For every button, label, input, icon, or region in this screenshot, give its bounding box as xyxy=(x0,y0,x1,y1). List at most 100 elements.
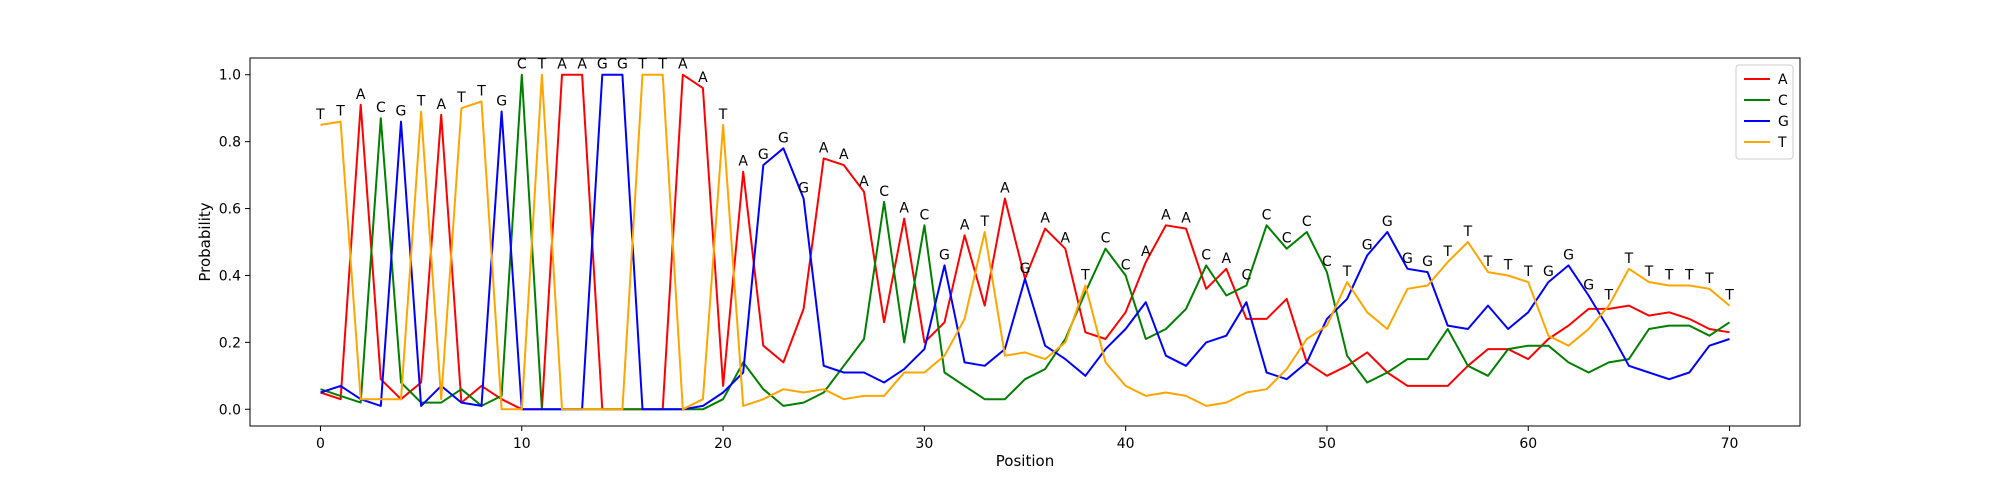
base-label: G xyxy=(396,104,407,120)
base-label: T xyxy=(537,57,547,73)
base-label: A xyxy=(839,147,849,163)
base-label: C xyxy=(879,184,889,200)
base-label: C xyxy=(1242,267,1252,283)
base-label: T xyxy=(1684,267,1694,283)
base-label: T xyxy=(1724,288,1734,304)
base-label: G xyxy=(798,181,809,197)
base-label: T xyxy=(979,214,989,230)
y-axis: 0.0 0.2 0.4 0.6 0.8 1.0 xyxy=(219,68,250,418)
base-label: T xyxy=(476,83,486,99)
y-tick-label: 0.4 xyxy=(219,268,241,284)
base-label: A xyxy=(738,154,748,170)
base-label: T xyxy=(637,57,647,73)
base-label: G xyxy=(1543,264,1554,280)
base-label: A xyxy=(577,57,587,73)
base-label: G xyxy=(496,94,507,110)
x-tick-label: 20 xyxy=(714,436,732,452)
base-label: T xyxy=(1463,224,1473,240)
base-label: C xyxy=(517,57,527,73)
base-label: T xyxy=(416,94,426,110)
base-label: A xyxy=(1181,211,1191,227)
legend-label-c: C xyxy=(1778,93,1788,109)
base-label: T xyxy=(1503,257,1513,273)
x-axis: 0 10 20 30 40 50 60 70 xyxy=(316,426,1738,452)
base-label: C xyxy=(1322,254,1332,270)
legend-box xyxy=(1735,64,1794,160)
base-label: T xyxy=(1523,264,1533,280)
base-label: T xyxy=(1483,254,1493,270)
base-label: G xyxy=(1362,237,1373,253)
x-tick-label: 50 xyxy=(1318,436,1336,452)
base-label: G xyxy=(1020,261,1031,277)
y-tick-label: 0.6 xyxy=(219,202,241,218)
base-label: G xyxy=(1583,278,1594,294)
y-tick-label: 0.0 xyxy=(219,402,241,418)
base-label: T xyxy=(718,107,728,123)
base-label: A xyxy=(436,97,446,113)
base-label: C xyxy=(1101,231,1111,247)
base-label: T xyxy=(1624,251,1634,267)
base-label: T xyxy=(1442,244,1452,260)
base-label: A xyxy=(819,140,829,156)
legend-label-t: T xyxy=(1777,135,1787,151)
x-axis-label: Position xyxy=(996,452,1054,470)
legend-label-a: A xyxy=(1778,72,1788,88)
base-label: A xyxy=(557,57,567,73)
base-label: C xyxy=(1262,207,1272,223)
base-label: A xyxy=(678,57,688,73)
base-label: C xyxy=(376,100,386,116)
x-tick-label: 0 xyxy=(316,436,325,452)
base-label: G xyxy=(1563,247,1574,263)
base-label: T xyxy=(315,107,325,123)
legend-label-g: G xyxy=(1778,114,1789,130)
base-label: C xyxy=(1201,247,1211,263)
base-label: G xyxy=(597,57,608,73)
base-label: G xyxy=(1382,214,1393,230)
base-label: T xyxy=(456,90,466,106)
base-label: G xyxy=(1422,254,1433,270)
x-tick-label: 60 xyxy=(1519,436,1537,452)
base-label: A xyxy=(1141,244,1151,260)
plot-frame xyxy=(249,57,1801,427)
base-label: A xyxy=(1161,207,1171,223)
base-label: C xyxy=(919,207,929,223)
y-tick-label: 0.8 xyxy=(219,135,241,151)
base-label: T xyxy=(335,104,345,120)
base-label: C xyxy=(1302,214,1312,230)
series-line-g xyxy=(320,73,1730,411)
base-label: G xyxy=(617,57,628,73)
base-label: C xyxy=(1121,257,1131,273)
y-tick-label: 0.2 xyxy=(219,335,241,351)
base-label: T xyxy=(1704,271,1714,287)
base-label: A xyxy=(1000,181,1010,197)
base-label: C xyxy=(1282,231,1292,247)
base-label: A xyxy=(899,201,909,217)
series-lines xyxy=(320,73,1731,411)
base-label: T xyxy=(1644,264,1654,280)
series-line-t xyxy=(320,73,1731,411)
base-label: A xyxy=(960,217,970,233)
base-label: T xyxy=(1080,267,1090,283)
x-tick-label: 10 xyxy=(513,436,531,452)
base-label: T xyxy=(1603,288,1613,304)
base-label: T xyxy=(1664,267,1674,283)
y-tick-label: 1.0 xyxy=(219,68,241,84)
base-label: T xyxy=(657,57,667,73)
base-label: A xyxy=(1040,211,1050,227)
base-label: A xyxy=(1222,251,1232,267)
x-tick-label: 70 xyxy=(1721,436,1739,452)
base-label: A xyxy=(698,70,708,86)
base-label: G xyxy=(758,147,769,163)
base-label: G xyxy=(778,130,789,146)
base-label: T xyxy=(1342,264,1352,280)
y-axis-label: Probability xyxy=(196,202,214,281)
x-tick-label: 40 xyxy=(1117,436,1135,452)
base-label: A xyxy=(859,174,869,190)
base-label: G xyxy=(939,247,950,263)
base-label: G xyxy=(1402,251,1413,267)
base-label: A xyxy=(356,87,366,103)
base-label: A xyxy=(1060,231,1070,247)
